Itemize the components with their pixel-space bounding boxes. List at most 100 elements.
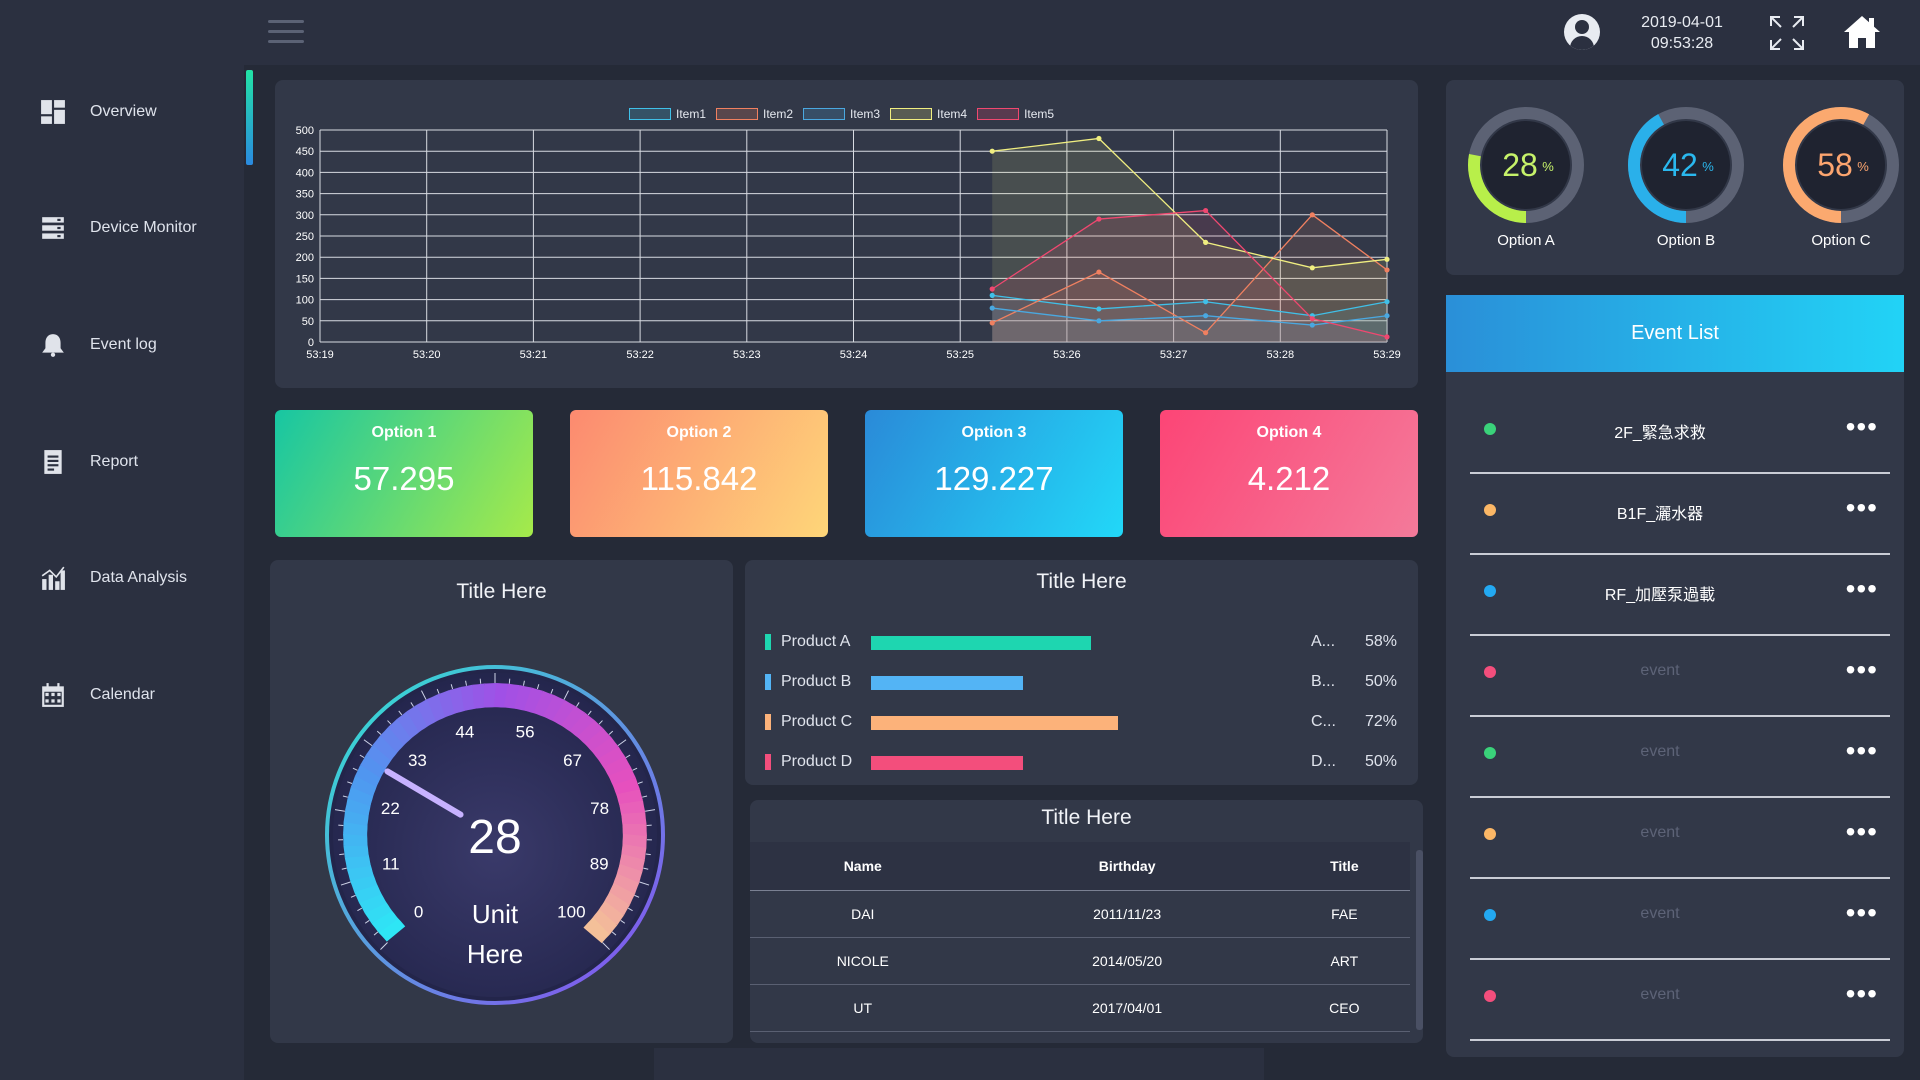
gauge-tick bbox=[410, 702, 414, 707]
event-row[interactable]: event ••• bbox=[1470, 798, 1890, 879]
user-avatar-icon[interactable] bbox=[1564, 14, 1600, 50]
gauge-tick bbox=[364, 920, 370, 924]
gauge-tick bbox=[620, 920, 626, 924]
event-name: event bbox=[1640, 662, 1680, 679]
calendar-icon bbox=[42, 683, 64, 707]
sidebar-item-calendar[interactable]: Calendar bbox=[0, 665, 244, 725]
table-row[interactable]: NICOLE 2014/05/20 ART bbox=[750, 937, 1410, 985]
more-options-icon[interactable]: ••• bbox=[1845, 816, 1878, 847]
data-point[interactable] bbox=[1384, 313, 1390, 319]
data-point[interactable] bbox=[1203, 313, 1209, 319]
data-point[interactable] bbox=[1096, 216, 1102, 222]
data-point[interactable] bbox=[1203, 330, 1209, 336]
table-scrollbar[interactable] bbox=[1416, 850, 1423, 1030]
data-point[interactable] bbox=[1384, 299, 1390, 305]
donut-value: 28 bbox=[1502, 147, 1538, 183]
sidebar-item-overview[interactable]: Overview bbox=[0, 82, 244, 142]
more-options-icon[interactable]: ••• bbox=[1845, 978, 1878, 1009]
bar-row[interactable]: Product B B... 50% bbox=[765, 670, 1405, 694]
y-tick-label: 400 bbox=[296, 167, 314, 179]
data-point[interactable] bbox=[989, 286, 995, 292]
table-row[interactable]: UT 2017/04/01 CEO bbox=[750, 984, 1410, 1032]
data-point[interactable] bbox=[1384, 334, 1390, 340]
bar-value-label: 72% bbox=[1365, 713, 1398, 730]
column-header-birthday[interactable]: Birthday bbox=[975, 842, 1279, 891]
data-point[interactable] bbox=[989, 148, 995, 154]
more-options-icon[interactable]: ••• bbox=[1845, 411, 1878, 442]
data-point[interactable] bbox=[989, 320, 995, 326]
data-point[interactable] bbox=[1096, 135, 1102, 142]
data-point[interactable] bbox=[1384, 256, 1390, 262]
gauge-tick bbox=[602, 942, 610, 950]
x-tick-label: 53:25 bbox=[946, 349, 974, 361]
event-row[interactable]: 2F_緊急求救 ••• bbox=[1470, 393, 1890, 474]
bottom-strip bbox=[654, 1048, 1264, 1080]
data-point[interactable] bbox=[1203, 207, 1209, 214]
more-options-icon[interactable]: ••• bbox=[1845, 654, 1878, 685]
legend-item[interactable]: Item5 bbox=[977, 107, 1054, 121]
y-tick-label: 250 bbox=[296, 231, 314, 243]
event-row[interactable]: event ••• bbox=[1470, 636, 1890, 717]
bar-abbr-label: B... bbox=[1311, 673, 1336, 690]
y-tick-label: 150 bbox=[296, 273, 314, 285]
data-point[interactable] bbox=[1309, 316, 1315, 322]
more-options-icon[interactable]: ••• bbox=[1845, 573, 1878, 604]
bar-marker bbox=[765, 674, 771, 690]
gauge-tick bbox=[563, 690, 569, 700]
legend-item[interactable]: Item3 bbox=[803, 107, 880, 121]
data-point[interactable] bbox=[1096, 318, 1102, 324]
home-icon[interactable] bbox=[1842, 12, 1882, 52]
option-card-2[interactable]: Option 2 115.842 bbox=[570, 410, 828, 537]
donut-label: Option C bbox=[1811, 232, 1871, 249]
data-point[interactable] bbox=[1096, 269, 1102, 275]
speed-gauge: 0 11 22 33 44 56 67 78 89 100 28 Unit Here bbox=[325, 665, 665, 1005]
data-point[interactable] bbox=[989, 292, 995, 298]
column-header-name[interactable]: Name bbox=[750, 842, 976, 891]
panel-title: Title Here bbox=[456, 580, 547, 603]
data-point[interactable] bbox=[1384, 267, 1390, 273]
option-card-1[interactable]: Option 1 57.295 bbox=[275, 410, 533, 537]
data-point[interactable] bbox=[1309, 265, 1315, 271]
fullscreen-icon[interactable] bbox=[1768, 14, 1806, 52]
table-row[interactable]: DAI 2011/11/23 FAE bbox=[750, 890, 1410, 938]
bar-row[interactable]: Product C C... 72% bbox=[765, 710, 1405, 734]
column-header-title[interactable]: Title bbox=[1278, 842, 1410, 891]
gauge-panel: Title Here 0 11 22 33 44 56 67 78 89 100 28 Unit Her… bbox=[270, 560, 733, 1043]
sidebar-item-report[interactable]: Report bbox=[0, 432, 244, 492]
event-row[interactable]: event ••• bbox=[1470, 717, 1890, 798]
dashboard-icon bbox=[41, 100, 65, 124]
bar-row[interactable]: Product D D... 50% bbox=[765, 750, 1405, 774]
data-point[interactable] bbox=[1203, 239, 1209, 245]
sidebar-item-data-analysis[interactable]: Data Analysis bbox=[0, 548, 244, 608]
data-point[interactable] bbox=[1203, 299, 1209, 305]
data-point[interactable] bbox=[989, 305, 995, 311]
menu-toggle-icon[interactable] bbox=[268, 20, 304, 46]
legend-item[interactable]: Item1 bbox=[629, 107, 706, 121]
gauge-tick bbox=[350, 894, 356, 898]
event-row[interactable]: event ••• bbox=[1470, 879, 1890, 960]
event-status-dot bbox=[1484, 990, 1496, 1002]
sidebar-item-event-log[interactable]: Event log bbox=[0, 315, 244, 375]
sidebar-item-device-monitor[interactable]: Device Monitor bbox=[0, 198, 244, 258]
gauge-tick bbox=[587, 710, 592, 716]
event-row[interactable]: RF_加壓泵過載 ••• bbox=[1470, 555, 1890, 636]
data-point[interactable] bbox=[1096, 306, 1102, 312]
option-card-3[interactable]: Option 3 129.227 bbox=[865, 410, 1123, 537]
gauge-value: 28 bbox=[468, 811, 521, 864]
legend-item[interactable]: Item4 bbox=[890, 107, 967, 121]
event-row[interactable]: B1F_灑水器 ••• bbox=[1470, 474, 1890, 555]
datetime-display: 2019-04-01 09:53:28 bbox=[1630, 12, 1734, 54]
bar-row[interactable]: Product A A... 58% bbox=[765, 630, 1405, 654]
data-point[interactable] bbox=[1309, 322, 1315, 328]
bar-abbr-label: D... bbox=[1311, 753, 1336, 770]
more-options-icon[interactable]: ••• bbox=[1845, 492, 1878, 523]
more-options-icon[interactable]: ••• bbox=[1845, 735, 1878, 766]
legend-item[interactable]: Item2 bbox=[716, 107, 793, 121]
employee-table: Name Birthday Title DAI 2011/11/23 FAE N… bbox=[750, 842, 1410, 1032]
sidebar-item-label: Calendar bbox=[90, 686, 155, 703]
option-card-4[interactable]: Option 4 4.212 bbox=[1160, 410, 1418, 537]
more-options-icon[interactable]: ••• bbox=[1845, 897, 1878, 928]
event-row[interactable]: event ••• bbox=[1470, 960, 1890, 1041]
data-point[interactable] bbox=[1309, 212, 1315, 218]
gauge-tick bbox=[421, 690, 427, 700]
